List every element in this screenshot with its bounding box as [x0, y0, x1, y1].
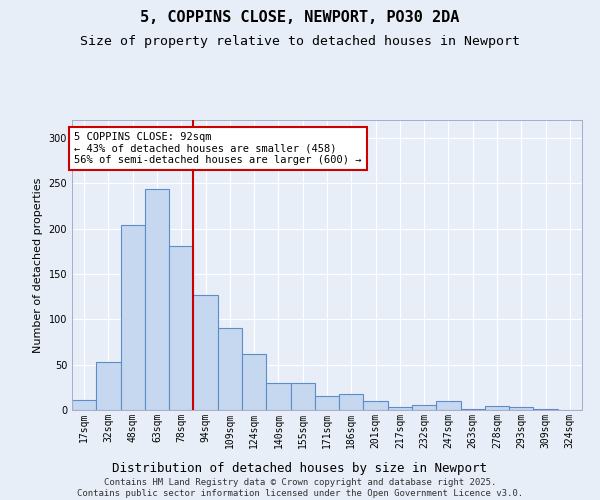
Text: Contains HM Land Registry data © Crown copyright and database right 2025.
Contai: Contains HM Land Registry data © Crown c… — [77, 478, 523, 498]
Bar — [121, 225, 145, 410]
Text: 5, COPPINS CLOSE, NEWPORT, PO30 2DA: 5, COPPINS CLOSE, NEWPORT, PO30 2DA — [140, 10, 460, 25]
Bar — [533, 409, 558, 410]
Y-axis label: Number of detached properties: Number of detached properties — [33, 178, 43, 352]
Bar — [509, 408, 533, 410]
Bar — [169, 246, 193, 410]
Bar — [364, 401, 388, 410]
Bar — [436, 401, 461, 410]
Bar — [339, 394, 364, 410]
Bar — [218, 328, 242, 410]
Text: Size of property relative to detached houses in Newport: Size of property relative to detached ho… — [80, 35, 520, 48]
Bar — [96, 362, 121, 410]
Bar — [485, 406, 509, 410]
Bar — [266, 383, 290, 410]
Bar — [193, 295, 218, 410]
Bar — [72, 400, 96, 410]
Bar — [242, 354, 266, 410]
Text: 5 COPPINS CLOSE: 92sqm
← 43% of detached houses are smaller (458)
56% of semi-de: 5 COPPINS CLOSE: 92sqm ← 43% of detached… — [74, 132, 362, 165]
Bar — [461, 409, 485, 410]
Bar — [412, 404, 436, 410]
Bar — [388, 408, 412, 410]
Bar — [145, 189, 169, 410]
Bar — [315, 396, 339, 410]
Text: Distribution of detached houses by size in Newport: Distribution of detached houses by size … — [113, 462, 487, 475]
Bar — [290, 383, 315, 410]
